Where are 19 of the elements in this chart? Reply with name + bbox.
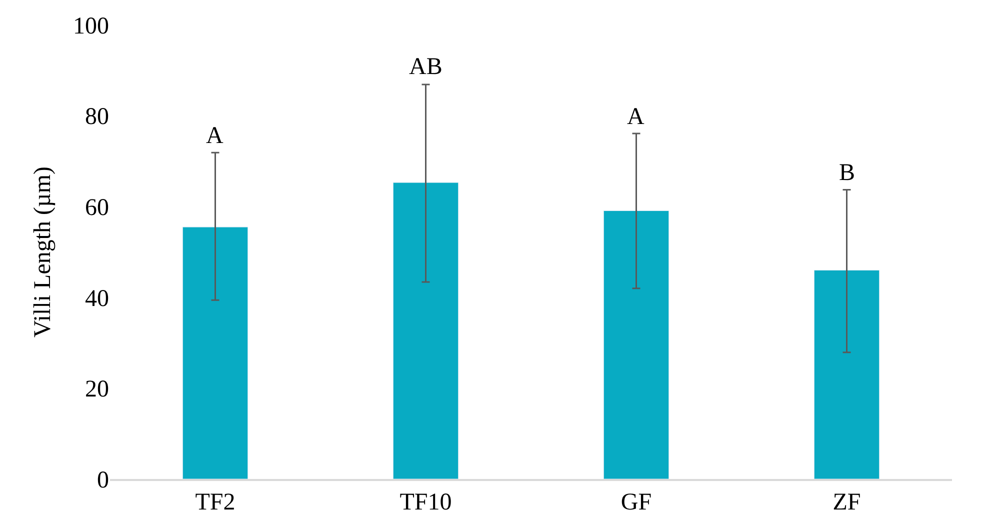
bar bbox=[814, 270, 880, 479]
x-tick-label: TF10 bbox=[400, 490, 452, 516]
y-tick-label: 100 bbox=[73, 13, 109, 40]
annotation: A bbox=[206, 123, 224, 149]
y-tick-label: 60 bbox=[85, 195, 109, 221]
y-tick-label: 40 bbox=[85, 286, 109, 312]
bar bbox=[603, 210, 670, 479]
x-tick-label: GF bbox=[620, 490, 652, 516]
bar bbox=[392, 182, 459, 479]
y-tick-label: 0 bbox=[97, 467, 109, 494]
x-tick-label: TF2 bbox=[195, 490, 236, 516]
annotation: A bbox=[627, 104, 645, 130]
y-axis-title: Villi Length (µm) bbox=[30, 166, 56, 338]
y-tick-label: 80 bbox=[85, 104, 109, 130]
bar bbox=[182, 226, 248, 479]
x-tick-label: ZF bbox=[832, 490, 861, 516]
y-tick-label: 20 bbox=[85, 376, 109, 403]
annotation: AB bbox=[409, 54, 442, 80]
annotation: B bbox=[839, 160, 856, 186]
